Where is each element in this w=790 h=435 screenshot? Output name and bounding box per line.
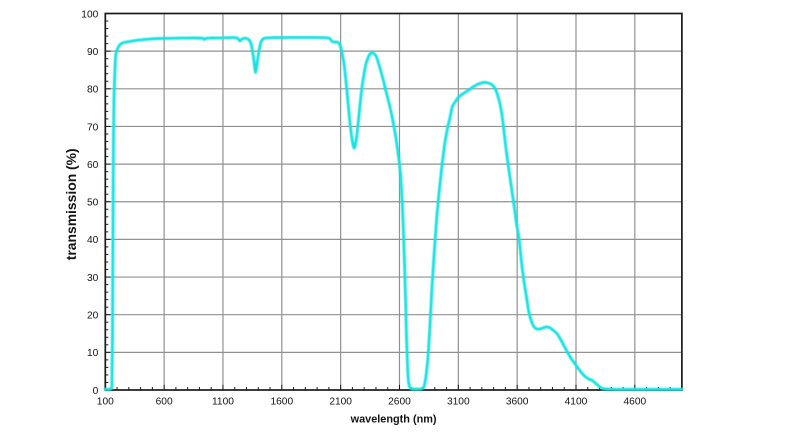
svg-text:10: 10 [87, 348, 99, 359]
svg-text:1600: 1600 [270, 396, 293, 407]
svg-text:80: 80 [87, 85, 99, 96]
svg-text:transmission (%): transmission (%) [63, 148, 79, 260]
svg-text:2100: 2100 [329, 396, 352, 407]
svg-text:50: 50 [87, 198, 99, 209]
svg-text:3600: 3600 [506, 396, 529, 407]
svg-text:wavelength (nm): wavelength (nm) [350, 414, 437, 426]
svg-text:4100: 4100 [565, 396, 588, 407]
svg-text:100: 100 [97, 396, 114, 407]
svg-text:20: 20 [87, 311, 99, 322]
svg-text:0: 0 [93, 386, 99, 397]
svg-text:100: 100 [81, 9, 98, 20]
svg-text:4600: 4600 [623, 396, 646, 407]
svg-text:600: 600 [156, 396, 173, 407]
svg-text:30: 30 [87, 273, 99, 284]
svg-text:60: 60 [87, 160, 99, 171]
svg-text:40: 40 [87, 235, 99, 246]
svg-text:90: 90 [87, 47, 99, 58]
svg-text:3100: 3100 [447, 396, 470, 407]
svg-text:2600: 2600 [388, 396, 411, 407]
svg-text:1100: 1100 [212, 396, 234, 407]
svg-text:70: 70 [87, 122, 99, 133]
